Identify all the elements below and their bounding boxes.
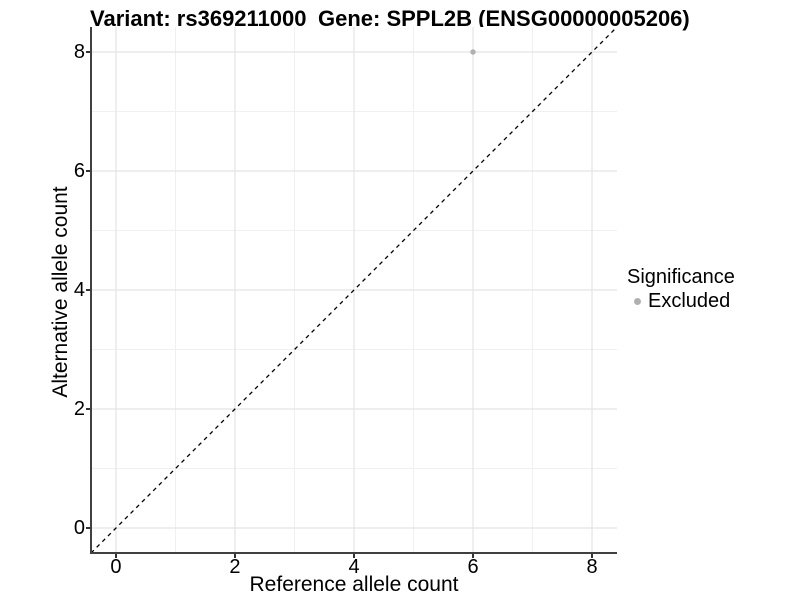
- y-tick-label: 6: [73, 159, 85, 182]
- plot-title-gene: Gene: SPPL2B (ENSG00000005206): [318, 6, 690, 31]
- x-tick-label: 2: [229, 556, 241, 578]
- y-tick-label: 8: [73, 40, 85, 63]
- legend-key-dot-icon: [634, 297, 641, 305]
- identity-reference-line: [91, 27, 617, 553]
- x-axis-line: [90, 552, 617, 554]
- y-tick-mark: [85, 170, 90, 172]
- y-axis-line: [90, 27, 92, 554]
- legend-item-label: Excluded: [648, 290, 731, 312]
- y-tick-mark: [85, 51, 90, 53]
- x-tick-label: 4: [348, 556, 360, 578]
- legend-title: Significance: [627, 266, 735, 288]
- plot-panel-canvas: [91, 27, 617, 553]
- legend-items: Excluded: [627, 290, 735, 312]
- x-tick-mark: [591, 553, 593, 558]
- x-tick-mark: [234, 553, 236, 558]
- y-tick-mark: [85, 408, 90, 410]
- plot-panel: [91, 27, 617, 553]
- y-tick-mark: [85, 289, 90, 291]
- data-point: [470, 49, 476, 55]
- x-tick-label: 8: [586, 556, 598, 578]
- y-tick-label: 2: [73, 398, 85, 420]
- y-tick-label: 4: [73, 279, 85, 301]
- legend-item: Excluded: [627, 290, 735, 312]
- plot-title-variant: Variant: rs369211000: [90, 6, 307, 31]
- y-tick-mark: [85, 527, 90, 529]
- x-tick-mark: [472, 553, 474, 558]
- x-tick-mark: [115, 553, 117, 558]
- x-axis-title: Reference allele count: [249, 573, 459, 596]
- x-tick-mark: [353, 553, 355, 558]
- x-tick-label: 0: [110, 556, 122, 578]
- x-tick-label: 6: [467, 556, 479, 578]
- y-tick-label: 0: [73, 517, 85, 539]
- legend: Significance Excluded: [627, 264, 735, 312]
